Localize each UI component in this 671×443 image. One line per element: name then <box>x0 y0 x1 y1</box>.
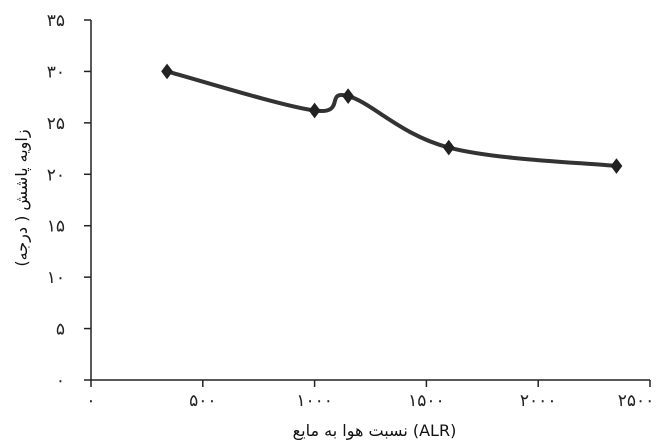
y-tick-label: ۱۰ <box>47 268 65 288</box>
data-point-marker <box>442 139 455 156</box>
data-point-marker <box>308 102 321 119</box>
x-tick-label: ۱۰۰۰ <box>296 391 333 411</box>
y-tick-label: ۳۵ <box>47 11 65 31</box>
series-line <box>166 69 617 169</box>
axes <box>90 20 650 381</box>
series-layer <box>161 63 623 174</box>
y-tick-label: ۰ <box>56 371 65 391</box>
y-tick-label: ۳۰ <box>47 62 65 82</box>
x-tick-label: ۱۵۰۰ <box>408 391 445 411</box>
ticks: ۰ ۵ ۱۰ ۱۵ ۲۰ ۲۵ ۳۰ ۳۵ ۰ ۵۰۰ ۱۰۰۰ ۱۵۰۰ ۲۰۰۰ ۲۵۰۰ <box>47 11 655 411</box>
y-axis-title: زاویه پاشش ( درجه) <box>12 129 32 266</box>
data-point-marker <box>342 88 355 104</box>
x-tick-label: ۲۵۰۰ <box>618 391 655 411</box>
y-tick-label: ۲۰ <box>47 165 65 185</box>
x-tick-label: ۲۰۰۰ <box>520 391 557 411</box>
y-tick-label: ۱۵ <box>47 217 65 237</box>
data-point-marker <box>161 63 173 80</box>
data-point-marker <box>610 158 623 174</box>
y-tick-label: ۲۵ <box>47 114 65 134</box>
y-tick-label: ۵ <box>56 320 65 340</box>
x-tick-label: ۰ <box>86 391 95 411</box>
x-axis-title: نسبت هوا به مایع (ALR) <box>293 421 457 441</box>
x-tick-label: ۵۰۰ <box>189 391 216 411</box>
